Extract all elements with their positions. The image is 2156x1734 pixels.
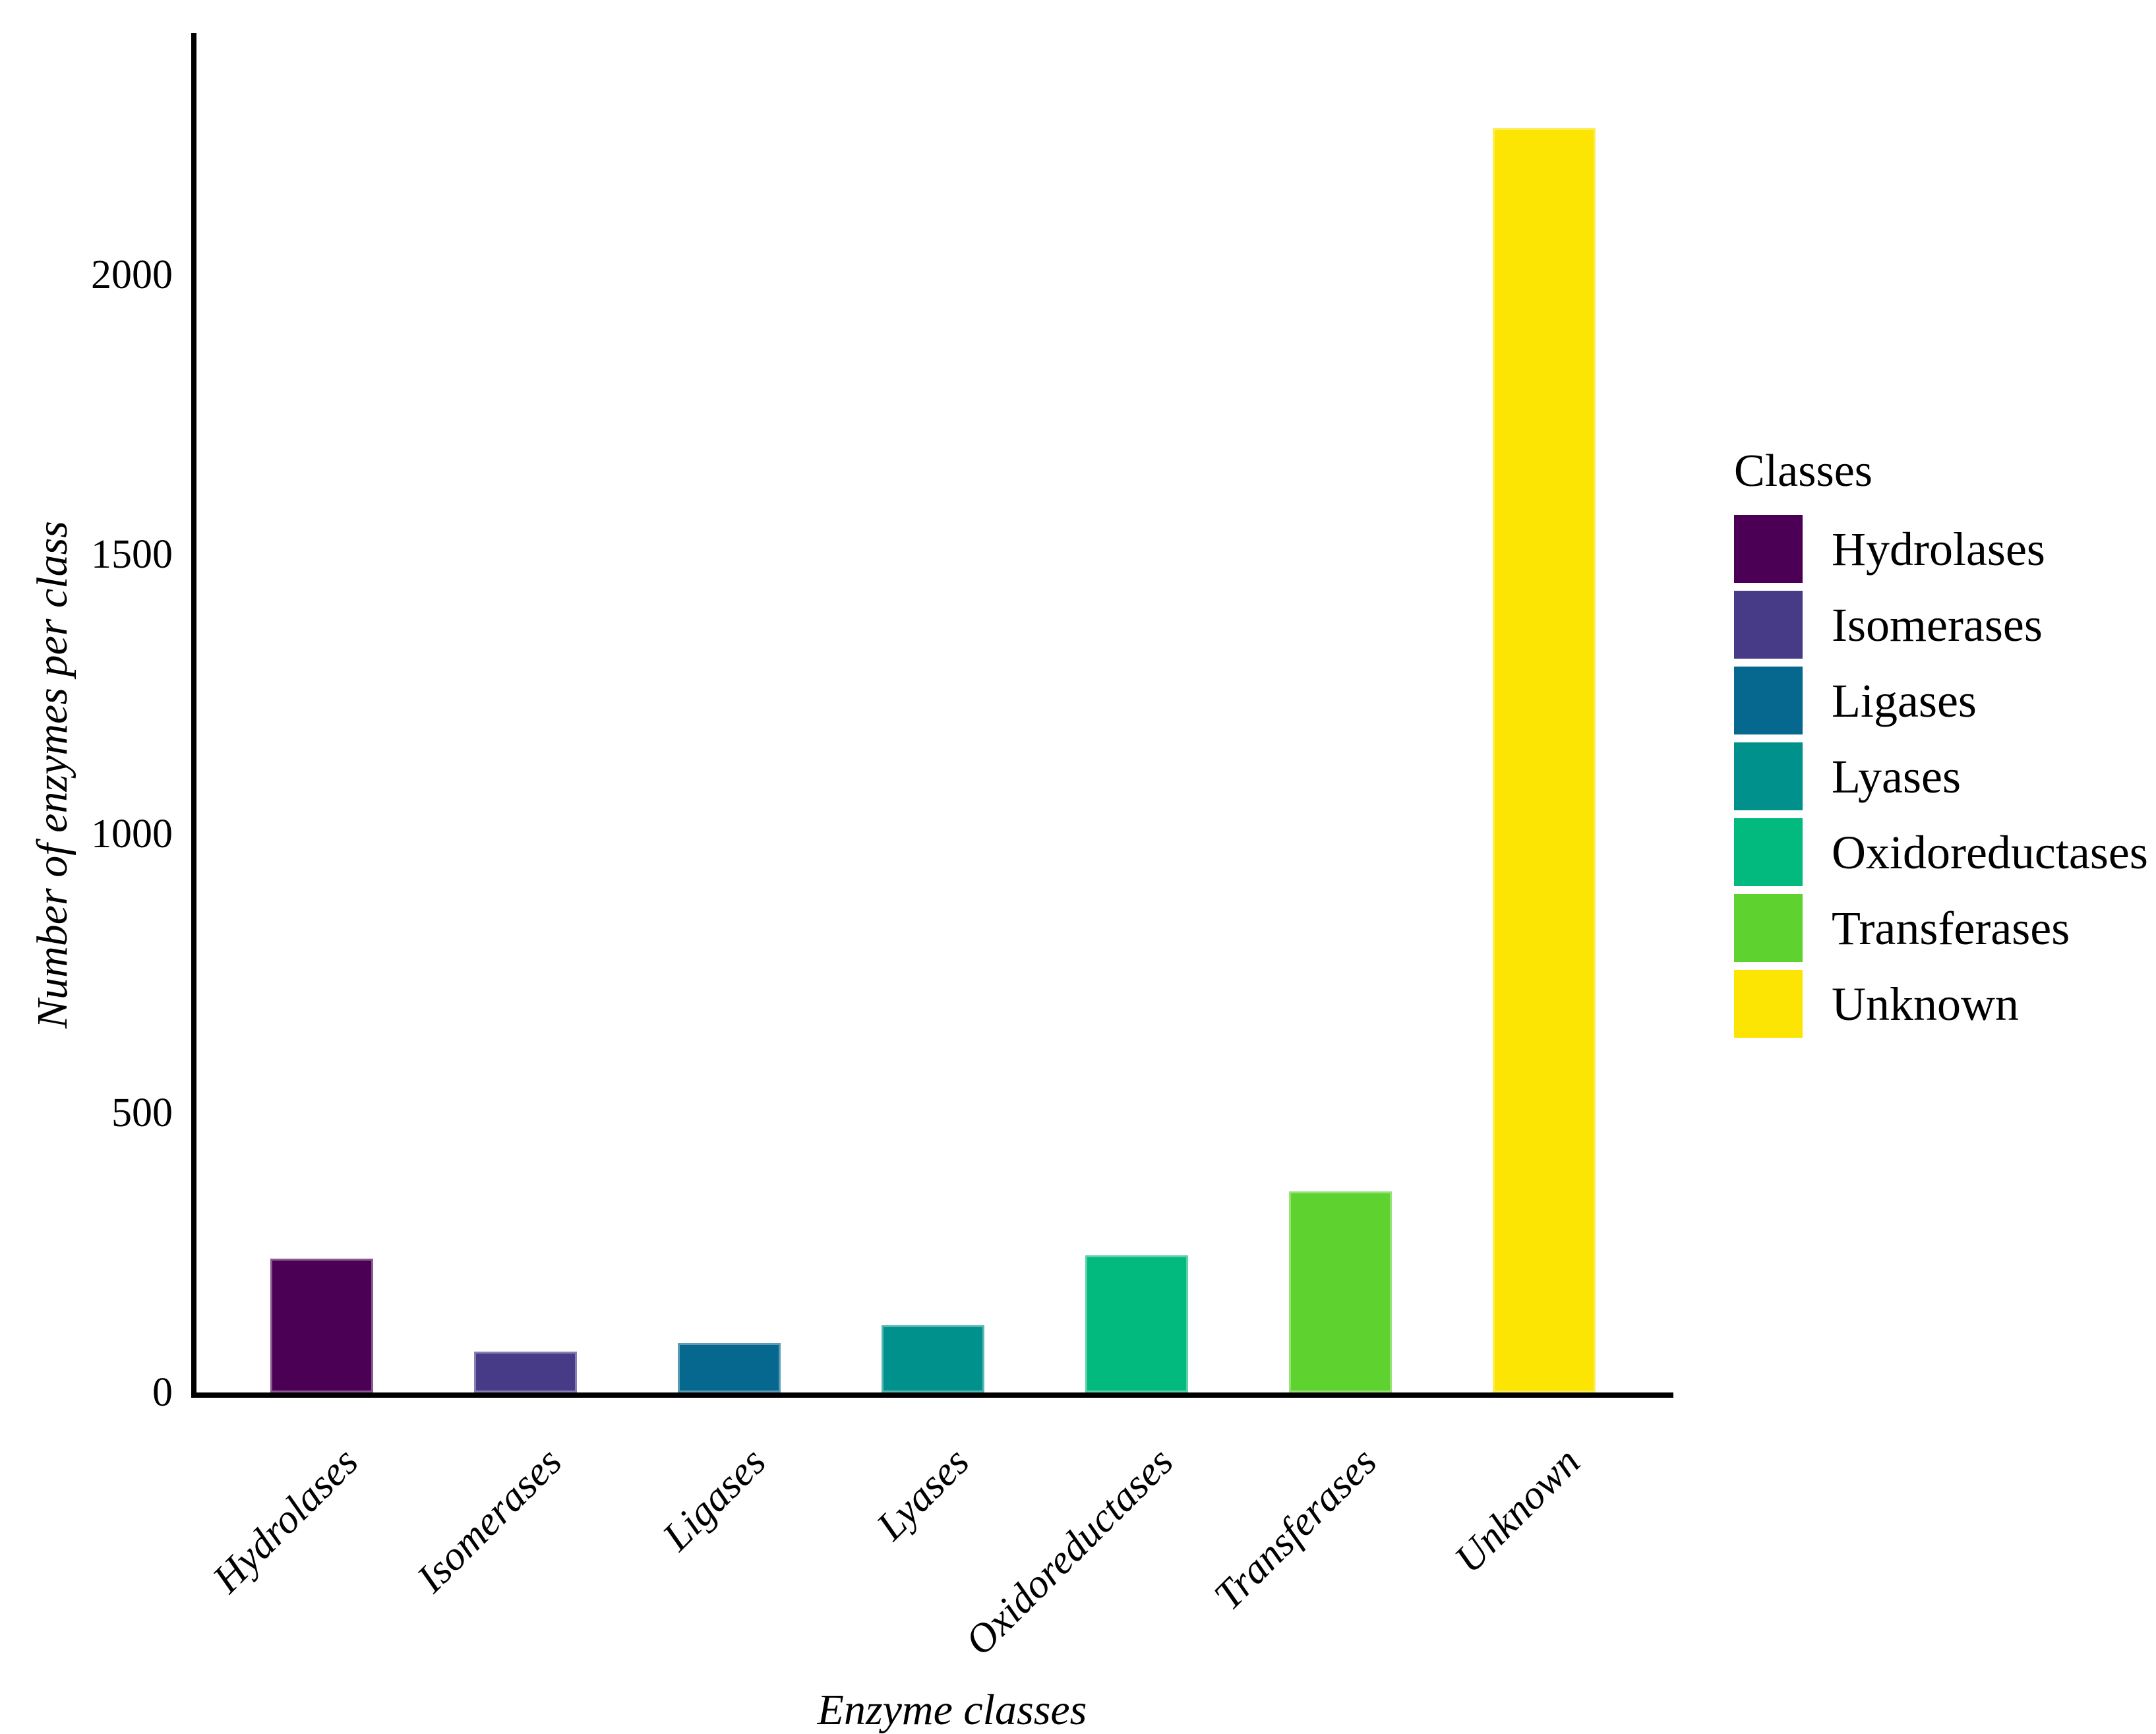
legend-swatch-ligases [1734, 667, 1803, 734]
y-tick-0: 0 [152, 1370, 173, 1415]
legend-item-lyases: Lyases [1734, 742, 2148, 810]
x-tick-oxidoreductases: Oxidoreductases [956, 1439, 1182, 1664]
legend-swatch-isomerases [1734, 591, 1803, 659]
legend-swatch-oxidoreductases [1734, 818, 1803, 886]
legend-label-lyases: Lyases [1832, 750, 1961, 803]
legend: Classes Hydrolases Isomerases Ligases Lyase… [1734, 448, 2148, 1038]
bar-lyases [882, 1325, 984, 1392]
x-axis-title: Enzyme classes [817, 1686, 1087, 1734]
x-tick-hydrolases: Hydrolases [204, 1439, 367, 1602]
legend-label-isomerases: Isomerases [1832, 598, 2043, 651]
x-tick-unknown: Unknown [1446, 1439, 1589, 1582]
legend-swatch-hydrolases [1734, 515, 1803, 583]
x-tick-transferases: Transferases [1205, 1439, 1385, 1619]
legend-label-transferases: Transferases [1832, 901, 2070, 955]
bar-isomerases [474, 1352, 577, 1392]
y-tick-1500: 1500 [91, 531, 173, 577]
legend-swatch-lyases [1734, 742, 1803, 810]
legend-item-unknown: Unknown [1734, 970, 2148, 1038]
legend-item-isomerases: Isomerases [1734, 591, 2148, 659]
legend-swatch-transferases [1734, 894, 1803, 962]
legend-item-hydrolases: Hydrolases [1734, 515, 2148, 583]
bar-transferases [1289, 1191, 1392, 1392]
bar-hydrolases [270, 1259, 373, 1392]
legend-item-ligases: Ligases [1734, 667, 2148, 734]
y-axis-title: Number of enzymes per class [28, 521, 76, 1029]
x-tick-lyases: Lyases [868, 1439, 978, 1549]
y-tick-500: 500 [111, 1091, 173, 1136]
x-tick-isomerases: Isomerases [408, 1439, 570, 1601]
legend-label-unknown: Unknown [1832, 977, 2019, 1031]
bar-ligases [678, 1343, 781, 1392]
legend-item-transferases: Transferases [1734, 894, 2148, 962]
y-tick-1000: 1000 [91, 811, 173, 856]
legend-label-oxidoreductases: Oxidoreductases [1832, 825, 2148, 879]
bar-unknown [1493, 128, 1596, 1392]
plot-area [191, 33, 1673, 1398]
y-tick-2000: 2000 [91, 253, 173, 297]
legend-label-ligases: Ligases [1832, 674, 1977, 727]
legend-item-oxidoreductases: Oxidoreductases [1734, 818, 2148, 886]
bar-oxidoreductases [1085, 1255, 1188, 1392]
legend-swatch-unknown [1734, 970, 1803, 1038]
legend-items: Hydrolases Isomerases Ligases Lyases Oxidore… [1734, 515, 2148, 1038]
legend-title: Classes [1734, 446, 1872, 496]
x-tick-ligases: Ligases [653, 1439, 774, 1559]
legend-label-hydrolases: Hydrolases [1832, 522, 2045, 576]
